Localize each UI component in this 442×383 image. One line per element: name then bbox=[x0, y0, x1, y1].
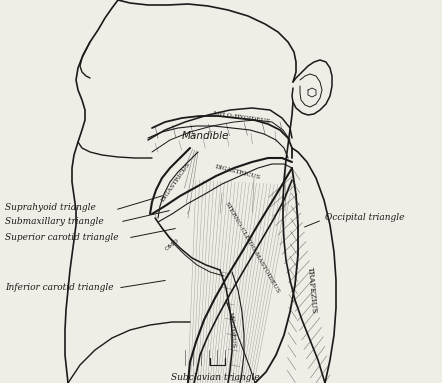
Text: OMO: OMO bbox=[164, 238, 180, 252]
Text: STERNO-CLEIDO-MASTOIDEUS: STERNO-CLEIDO-MASTOIDEUS bbox=[224, 201, 280, 295]
Text: DIGASTRICUS: DIGASTRICUS bbox=[160, 161, 191, 203]
Text: DIGASTRICUS: DIGASTRICUS bbox=[215, 164, 261, 180]
Text: Submaxillary triangle: Submaxillary triangle bbox=[5, 218, 104, 226]
Text: MYLO-HYOIDEUS: MYLO-HYOIDEUS bbox=[213, 111, 271, 124]
Text: Mandible: Mandible bbox=[181, 131, 229, 141]
Text: Superior carotid triangle: Superior carotid triangle bbox=[5, 234, 118, 242]
Text: Occipital triangle: Occipital triangle bbox=[325, 213, 404, 223]
Text: Subclavian triangle: Subclavian triangle bbox=[171, 373, 259, 383]
Text: Suprahyoid triangle: Suprahyoid triangle bbox=[5, 203, 96, 213]
Text: Inferior carotid triangle: Inferior carotid triangle bbox=[5, 283, 114, 293]
Text: TRAPEZIUS: TRAPEZIUS bbox=[306, 266, 318, 314]
Text: HYOIDEUS: HYOIDEUS bbox=[228, 312, 236, 348]
